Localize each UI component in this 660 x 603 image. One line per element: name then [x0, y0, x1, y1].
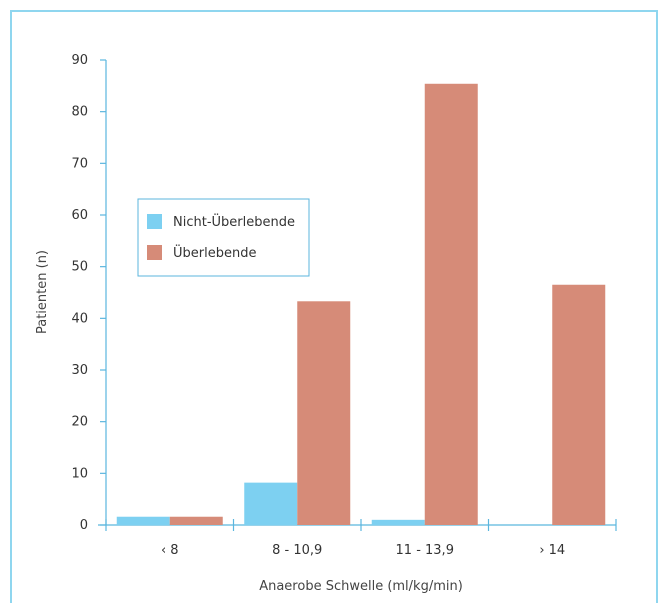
y-tick-label: 10 — [71, 466, 88, 481]
bar-nicht-ueberlebende — [371, 519, 425, 525]
x-tick-label: 8 - 10,9 — [272, 543, 322, 558]
y-tick-label: 30 — [71, 363, 88, 378]
axes: 0 10 20 30 40 50 60 70 80 90 Patienten (n) ‹ 8 8 - 1… — [35, 53, 617, 594]
x-tick-label: 11 - 13,9 — [396, 543, 454, 558]
y-tick-label: 0 — [80, 518, 88, 533]
y-tick-label: 80 — [71, 105, 88, 120]
y-tick-label: 50 — [71, 260, 88, 275]
y-axis-title: Patienten (n) — [35, 250, 50, 334]
legend-label: Nicht-Überlebende — [173, 213, 295, 230]
bars — [116, 83, 606, 526]
y-tick-label: 40 — [71, 311, 88, 326]
legend-swatch — [147, 214, 162, 229]
x-tick-label: ‹ 8 — [161, 543, 179, 558]
bar-ueberlebende — [424, 83, 478, 526]
y-tick-label: 90 — [71, 53, 88, 68]
bar-nicht-ueberlebende — [116, 516, 170, 525]
legend-label: Überlebende — [173, 244, 256, 261]
legend-box — [137, 198, 310, 277]
x-tick-label: › 14 — [539, 543, 565, 558]
y-tick-label: 20 — [71, 415, 88, 430]
bar-ueberlebende — [552, 284, 606, 525]
x-axis-title: Anaerobe Schwelle (ml/kg/min) — [259, 579, 463, 594]
y-tick-label: 60 — [71, 208, 88, 223]
bar-ueberlebende — [297, 301, 351, 525]
chart-frame — [10, 10, 658, 603]
legend-swatch — [147, 245, 162, 260]
bar-nicht-ueberlebende — [244, 482, 298, 525]
y-tick-label: 70 — [71, 156, 88, 171]
bar-ueberlebende — [169, 516, 223, 525]
legend: Nicht-Überlebende Überlebende — [137, 198, 310, 277]
